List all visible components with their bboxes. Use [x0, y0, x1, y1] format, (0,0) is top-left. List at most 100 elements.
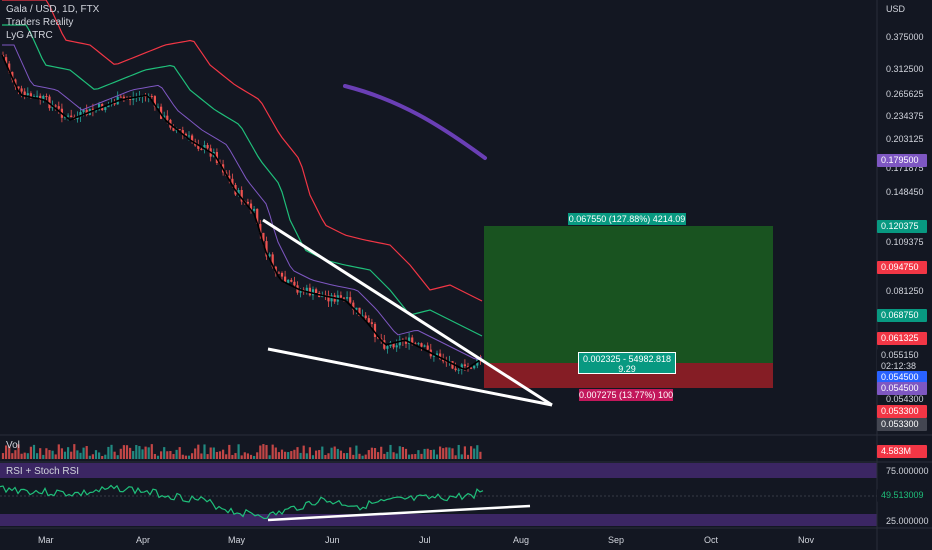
wedge-upper-line[interactable]: [262, 218, 553, 407]
volume-bar: [240, 455, 243, 459]
stop-label[interactable]: 0.007275 (13.77%) 100: [579, 389, 674, 401]
candle-body: [29, 93, 32, 98]
volume-bar: [327, 453, 330, 459]
volume-bar: [203, 444, 206, 459]
volume-bar: [144, 446, 147, 459]
volume-bar: [42, 454, 45, 459]
volume-bar: [228, 444, 231, 459]
candle-body: [373, 323, 377, 337]
purple-trend-line[interactable]: [343, 84, 487, 160]
volume-bar: [63, 451, 67, 459]
indicator-label[interactable]: LyG ATRC: [6, 30, 53, 41]
volume-bar: [318, 450, 321, 459]
candle-body: [349, 297, 352, 303]
candle-body: [308, 287, 311, 296]
volume-bar: [222, 449, 225, 459]
wedge-lower-line[interactable]: [267, 347, 553, 407]
price-tag-red: 0.094750: [877, 261, 927, 274]
candle-body: [156, 106, 160, 108]
volume-bar: [330, 447, 333, 459]
candle-body: [256, 208, 259, 224]
candle-body: [166, 115, 169, 120]
volume-bar: [429, 449, 432, 459]
volume-bar: [234, 453, 237, 459]
volume-bar: [5, 445, 8, 459]
candle-body: [20, 88, 23, 92]
candle-body: [113, 102, 116, 105]
volume-bar: [231, 454, 234, 459]
time-label-jul: Jul: [419, 535, 431, 545]
rsi-level-high: 75.000000: [886, 466, 929, 476]
volume-bar: [411, 454, 414, 459]
candle-body: [150, 96, 153, 98]
candle-body: [23, 91, 26, 96]
volume-bar: [358, 453, 361, 459]
volume-bar: [401, 446, 404, 459]
candle-body: [107, 104, 110, 108]
candle-body: [299, 289, 302, 293]
volume-bar: [11, 453, 14, 459]
volume-bar: [470, 446, 473, 459]
price-tag-blue: 0.054500: [877, 371, 927, 384]
volume-bar: [70, 451, 73, 459]
rsi-divergence-line[interactable]: [267, 504, 531, 522]
candle-body: [231, 178, 234, 185]
volume-bar: [457, 444, 460, 459]
symbol-title[interactable]: Gala / USD, 1D, FTX: [6, 4, 100, 15]
volume-bar: [218, 451, 222, 459]
price-tag-gray: 0.053300: [877, 418, 927, 431]
volume-title[interactable]: Vol: [6, 440, 20, 451]
position-center-label[interactable]: 0.002325 - 54982.818 9.29: [578, 352, 676, 374]
target-zone[interactable]: [484, 226, 773, 363]
volume-bar: [98, 452, 101, 459]
candle-body: [417, 343, 420, 345]
volume-bar: [352, 454, 355, 459]
candle-body: [305, 287, 308, 293]
volume-bar: [107, 446, 110, 459]
volume-bar: [187, 455, 191, 459]
author-label: Traders Reality: [6, 17, 74, 28]
candle-body: [11, 71, 14, 80]
volume-bar: [392, 452, 395, 459]
moving-average-line: [1, 54, 483, 371]
candle-body: [284, 276, 287, 283]
volume-bar: [342, 453, 346, 459]
price-tag-green: 0.068750: [877, 309, 927, 322]
volume-bar: [262, 444, 265, 459]
time-label-mar: Mar: [38, 535, 54, 545]
volume-bar: [110, 444, 113, 459]
volume-bar: [39, 448, 42, 459]
price-tick: 0.148450: [886, 187, 924, 197]
candle-body: [466, 366, 470, 368]
volume-bar: [265, 445, 268, 459]
volume-bar: [129, 447, 132, 459]
volume-bar: [290, 451, 293, 459]
volume-bar: [414, 454, 417, 459]
volume-bar: [284, 451, 287, 459]
volume-bar: [156, 455, 160, 459]
candle-body: [160, 106, 163, 119]
volume-bar: [91, 454, 94, 459]
candle-body: [5, 57, 8, 64]
volume-bar: [200, 453, 203, 459]
moving-average-line: [2, 24, 483, 337]
volume-bar: [215, 451, 218, 459]
moving-averages: [1, 0, 483, 371]
price-tick: 0.203125: [886, 134, 924, 144]
volume-bar: [132, 451, 135, 459]
volume-bar: [346, 453, 349, 459]
rsi-title[interactable]: RSI + Stoch RSI: [6, 466, 80, 477]
volume-bar: [445, 447, 448, 459]
volume-bar: [395, 453, 398, 459]
volume-bar: [29, 446, 32, 459]
candle-body: [17, 86, 20, 89]
target-label[interactable]: 0.067550 (127.88%) 4214.09: [568, 213, 686, 225]
candle-body: [392, 342, 395, 348]
candle-body: [119, 96, 122, 98]
volume-bar: [119, 448, 122, 459]
volume-bar: [14, 450, 17, 459]
candle-body: [240, 190, 243, 202]
candle-body: [36, 95, 39, 97]
moving-average-line: [2, 0, 483, 302]
